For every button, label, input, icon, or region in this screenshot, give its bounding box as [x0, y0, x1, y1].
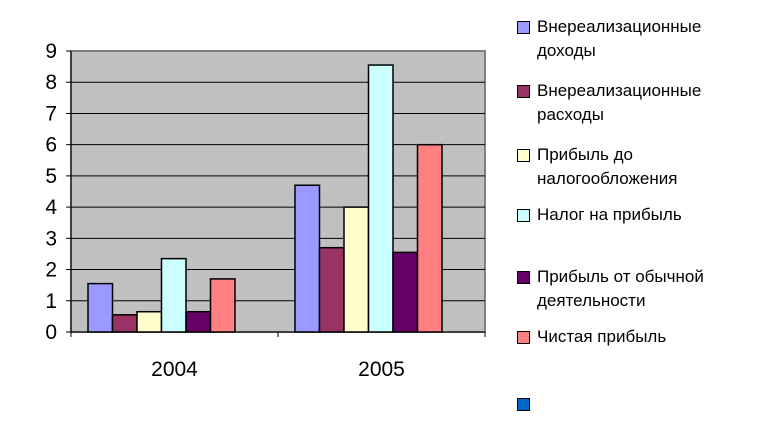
- x-tick-label: 2004: [151, 358, 198, 381]
- bar: [343, 206, 370, 333]
- x-tick-label: 2005: [358, 358, 405, 381]
- legend-swatch: [517, 271, 530, 284]
- y-tick-label: 0: [45, 321, 57, 344]
- y-tick-label: 7: [45, 102, 57, 125]
- legend-swatch: [517, 149, 530, 162]
- legend-label: Прибыль до налогообложения: [537, 143, 781, 191]
- y-tick-label: 8: [45, 71, 57, 94]
- bar: [294, 184, 321, 333]
- bar: [367, 64, 394, 333]
- legend-label: Внереализационные расходы: [537, 79, 781, 127]
- bar: [111, 314, 138, 333]
- bar: [87, 282, 114, 333]
- legend-label-line: Внереализационные: [537, 81, 702, 100]
- legend-label-line: Чистая прибыль: [537, 327, 667, 346]
- legend-swatch: [517, 331, 530, 344]
- bar: [136, 310, 163, 333]
- y-tick-label: 1: [45, 290, 57, 313]
- legend-label: Чистая прибыль: [537, 325, 781, 349]
- legend-label-line: Прибыль от обычной: [537, 267, 704, 286]
- legend-label-line: доходы: [537, 41, 596, 60]
- bar: [185, 310, 212, 333]
- bar: [416, 143, 443, 333]
- legend-swatch: [517, 209, 530, 222]
- y-tick-label: 6: [45, 134, 57, 157]
- y-tick-label: 5: [45, 165, 57, 188]
- legend-label: Внереализационные доходы: [537, 15, 781, 63]
- legend-swatch: [517, 21, 530, 34]
- legend-label: Налог на прибыль: [537, 203, 781, 227]
- legend-label-line: расходы: [537, 105, 604, 124]
- legend-swatch: [517, 85, 530, 98]
- legend-swatch: [517, 398, 530, 411]
- bar: [318, 246, 345, 333]
- y-tick-label: 3: [45, 227, 57, 250]
- legend-label-line: деятельности: [537, 291, 646, 310]
- y-tick-label: 4: [45, 196, 57, 219]
- bar: [392, 251, 419, 333]
- legend-label-line: Внереализационные: [537, 17, 702, 36]
- legend-label-line: налогообложения: [537, 169, 678, 188]
- legend-label-line: Налог на прибыль: [537, 205, 682, 224]
- y-tick-label: 9: [45, 40, 57, 63]
- bar: [160, 257, 187, 333]
- bar: [209, 278, 236, 333]
- legend-label: Прибыль от обычной деятельности: [537, 265, 781, 313]
- y-tick-label: 2: [45, 259, 57, 282]
- legend-label-line: Прибыль до: [537, 145, 633, 164]
